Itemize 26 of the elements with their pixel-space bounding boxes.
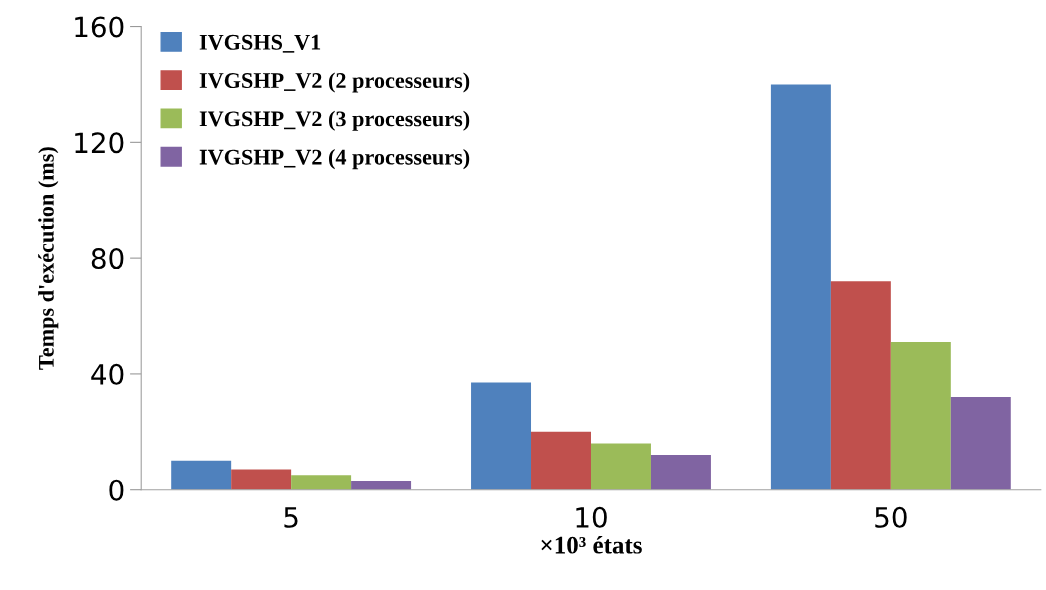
bar: [590, 443, 651, 490]
bar: [830, 281, 891, 490]
x-tick-label: 10: [576, 506, 607, 528]
legend-label: IVGSHP_V2 (3 processeurs): [199, 110, 470, 131]
legend-label: IVGSHS_V1: [199, 34, 321, 53]
legend-label: IVGSHP_V2 (4 processeurs): [199, 148, 470, 170]
bar: [890, 342, 951, 490]
legend-label: IVGSHP_V2 (2 processeurs): [199, 72, 470, 93]
x-tick-label: 50: [875, 506, 907, 528]
x-axis-title: ×10³ états: [541, 536, 642, 554]
bar: [231, 469, 292, 490]
bar: [471, 382, 532, 490]
bar: [650, 454, 711, 490]
y-tick-label: 160: [75, 16, 124, 38]
bar: [531, 431, 591, 490]
y-tick-label: 120: [75, 132, 124, 154]
x-tick-label: 5: [284, 507, 298, 528]
bar: [950, 397, 1011, 490]
bar: [770, 84, 831, 490]
y-tick-label: 80: [91, 248, 124, 270]
bar: [351, 481, 412, 490]
bar: [291, 475, 352, 490]
y-tick-label: 40: [91, 363, 124, 385]
bar: [171, 460, 232, 490]
y-axis-title: Temps d'exécution (ms): [38, 147, 59, 370]
y-tick-label: 0: [109, 479, 124, 501]
